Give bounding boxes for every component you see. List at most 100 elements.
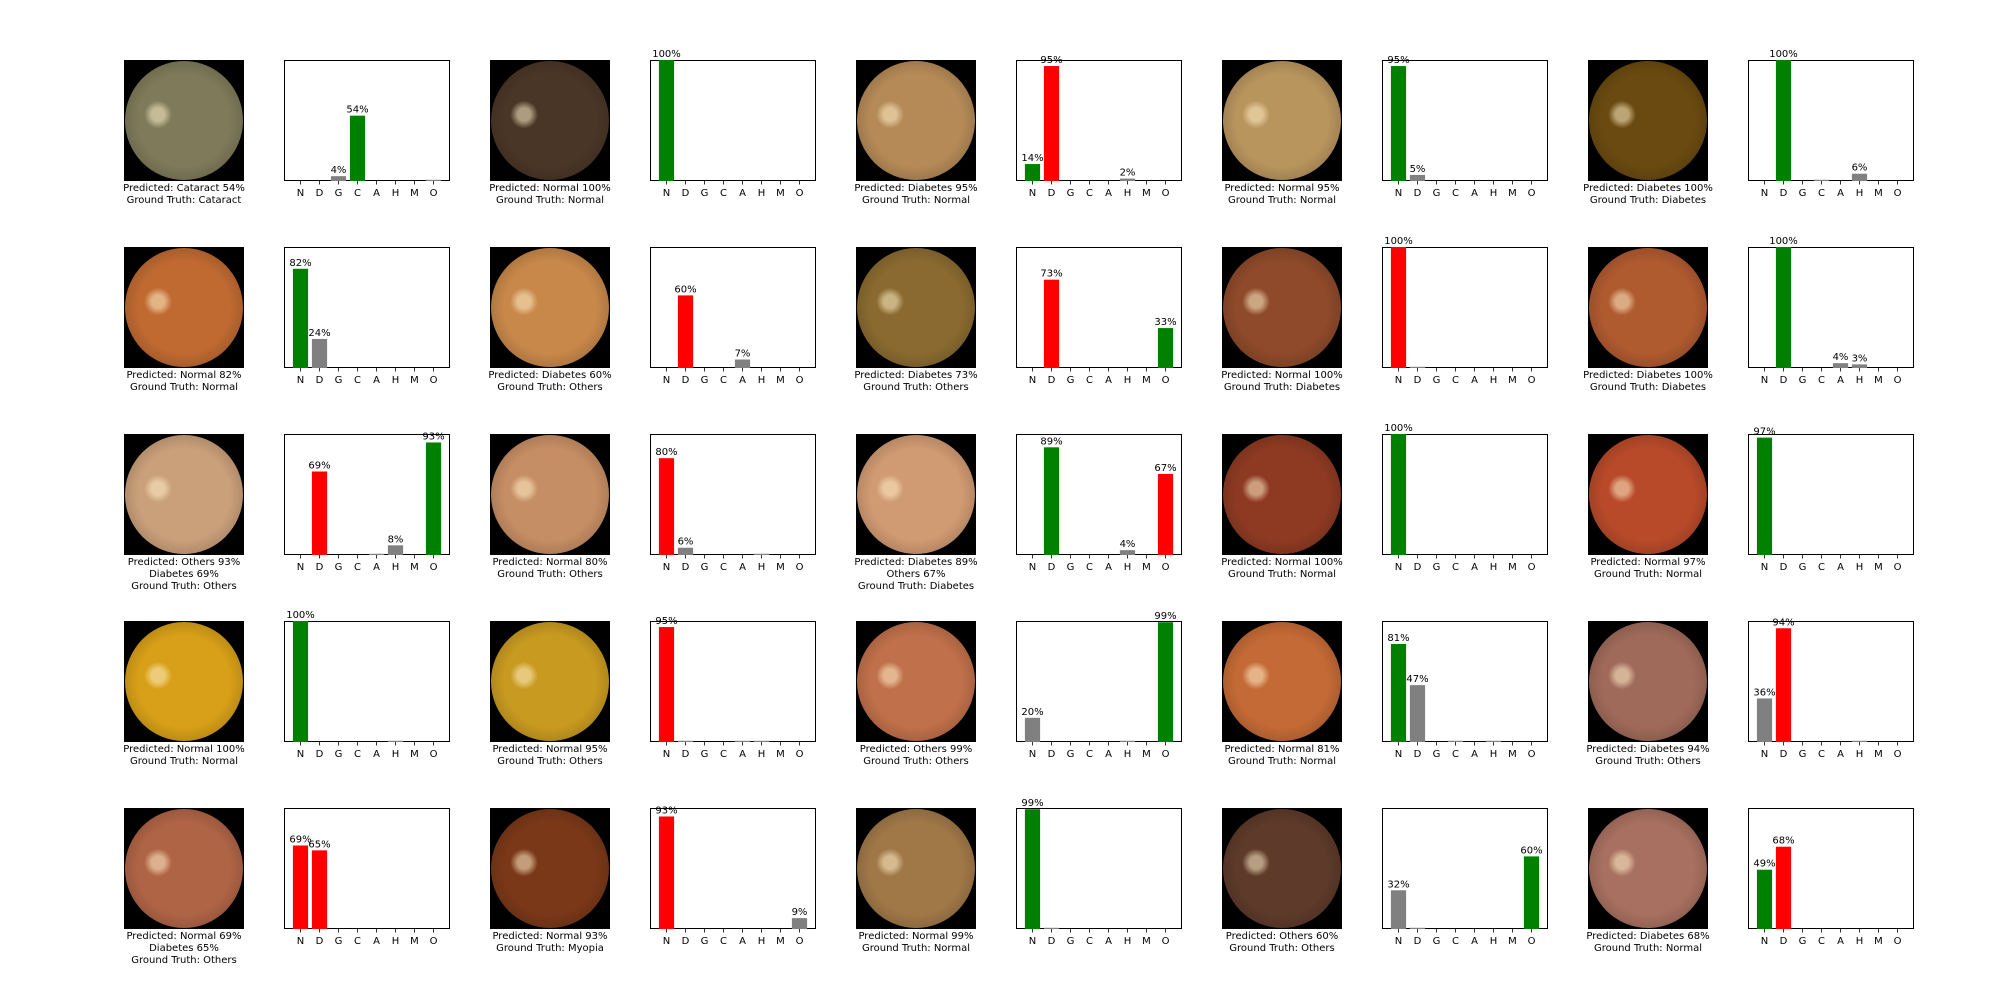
x-tick-label: D <box>1048 188 1056 199</box>
retina-disc <box>1223 61 1341 180</box>
x-tick-label: M <box>410 375 419 386</box>
bar-d <box>1409 366 1426 368</box>
retina-disc <box>1223 622 1341 741</box>
bar-h <box>1851 740 1868 742</box>
probability-bar-chart: 93% N D G C A H M 9% O <box>650 805 816 947</box>
bar-n <box>1756 698 1773 742</box>
x-tick-label: C <box>1452 562 1459 573</box>
probability-bar-chart: 100% N D G C A H M O <box>1382 423 1548 573</box>
bar-n <box>292 621 309 742</box>
bar-value-label: 7% <box>735 349 751 360</box>
retina-disc <box>491 809 609 928</box>
bar-value-label: 94% <box>1772 617 1794 628</box>
x-tick-label: M <box>1508 562 1517 573</box>
x-tick-label: C <box>354 749 361 760</box>
fundus-image <box>1222 621 1342 742</box>
caption-line: Predicted: Normal 82% <box>126 370 242 381</box>
bar-value-label: 100% <box>1769 236 1798 247</box>
x-tick-label: O <box>430 188 438 199</box>
x-tick-label: D <box>682 936 690 947</box>
plot-frame <box>1016 621 1182 742</box>
x-tick-label: A <box>1471 562 1478 573</box>
bar-value-label: 100% <box>652 49 681 60</box>
x-tick-label: O <box>1528 562 1536 573</box>
fundus-image <box>1588 621 1708 742</box>
caption-line: Ground Truth: Normal <box>861 943 971 954</box>
plot-frame <box>1382 808 1548 929</box>
x-tick-label: O <box>430 562 438 573</box>
x-tick-label: O <box>1894 562 1902 573</box>
caption-line: Predicted: Normal 97% <box>1590 557 1706 568</box>
x-tick-label: M <box>1142 188 1151 199</box>
x-tick-label: G <box>1067 749 1075 760</box>
x-tick-label: D <box>1780 562 1788 573</box>
bar-n <box>1390 434 1407 555</box>
x-tick-label: A <box>1105 188 1112 199</box>
x-tick-label: A <box>373 936 380 947</box>
x-tick-label: A <box>739 375 746 386</box>
x-tick-label: N <box>1395 188 1402 199</box>
x-tick-label: M <box>1508 188 1517 199</box>
bar-value-label: 89% <box>1040 436 1062 447</box>
x-tick-label: A <box>1471 375 1478 386</box>
x-tick-label: M <box>1508 936 1517 947</box>
caption-line: Ground Truth: Others <box>863 756 969 767</box>
x-tick-label: A <box>1105 749 1112 760</box>
bar-value-label: 95% <box>1387 55 1409 66</box>
retina-disc <box>857 61 975 180</box>
bar-g <box>330 176 347 181</box>
caption-line: Ground Truth: Diabetes <box>1589 195 1707 206</box>
retina-disc <box>125 248 243 367</box>
fundus-image <box>856 621 976 742</box>
x-tick-label: M <box>410 936 419 947</box>
bar-o <box>1157 328 1174 368</box>
caption-line: Predicted: Diabetes 100% <box>1583 370 1713 381</box>
x-tick-label: A <box>1837 375 1844 386</box>
plot-frame <box>1748 434 1914 555</box>
plot-frame <box>1382 434 1548 555</box>
caption-line: Predicted: Diabetes 94% <box>1586 744 1710 755</box>
x-tick-label: H <box>1490 562 1498 573</box>
bar-value-label: 49% <box>1753 859 1775 870</box>
x-tick-label: G <box>1067 936 1075 947</box>
bar-n <box>1024 809 1041 929</box>
x-tick-label: M <box>1874 749 1883 760</box>
fundus-image <box>1588 808 1708 929</box>
x-tick-label: M <box>1142 936 1151 947</box>
retina-disc <box>1589 809 1707 928</box>
prediction-caption: Predicted: Diabetes 68% Ground Truth: Nor… <box>1528 931 1768 955</box>
x-tick-label: H <box>1856 749 1864 760</box>
bar-d <box>1043 927 1060 929</box>
caption-line: Ground Truth: Others <box>131 581 237 592</box>
x-tick-label: M <box>776 749 785 760</box>
x-tick-label: O <box>1894 188 1902 199</box>
prediction-caption: Predicted: Normal 100% Ground Truth: Norm… <box>64 744 304 768</box>
probability-bar-chart: 100% N D G C A H M O <box>284 610 450 760</box>
x-tick-label: H <box>1490 936 1498 947</box>
x-tick-label: H <box>1124 375 1132 386</box>
retina-disc <box>125 435 243 554</box>
probability-bar-chart: 95% N 5% D G C A H M O <box>1382 55 1548 199</box>
x-tick-label: D <box>682 375 690 386</box>
x-tick-label: G <box>701 936 709 947</box>
x-tick-label: D <box>316 936 324 947</box>
x-tick-label: A <box>739 749 746 760</box>
x-tick-label: N <box>297 188 304 199</box>
prediction-caption: Predicted: Normal 95% Ground Truth: Other… <box>430 744 670 768</box>
fundus-image <box>1222 247 1342 368</box>
x-tick-label: H <box>758 936 766 947</box>
probability-bar-chart: N 69% D G C A 8% H M 93% O <box>284 431 450 573</box>
x-tick-label: C <box>1818 188 1825 199</box>
caption-line: Ground Truth: Normal <box>1227 569 1337 580</box>
x-tick-label: H <box>1490 749 1498 760</box>
fundus-image <box>1222 60 1342 181</box>
bar-n <box>1390 66 1407 181</box>
x-tick-label: O <box>1528 936 1536 947</box>
plot-frame <box>650 621 816 742</box>
x-tick-label: N <box>1029 375 1036 386</box>
bar-value-label: 5% <box>1410 164 1426 175</box>
x-tick-label: G <box>1799 188 1807 199</box>
x-tick-label: M <box>1142 749 1151 760</box>
probability-bar-chart: N D 4% G 54% C A H M O <box>284 60 450 199</box>
x-tick-label: N <box>297 562 304 573</box>
